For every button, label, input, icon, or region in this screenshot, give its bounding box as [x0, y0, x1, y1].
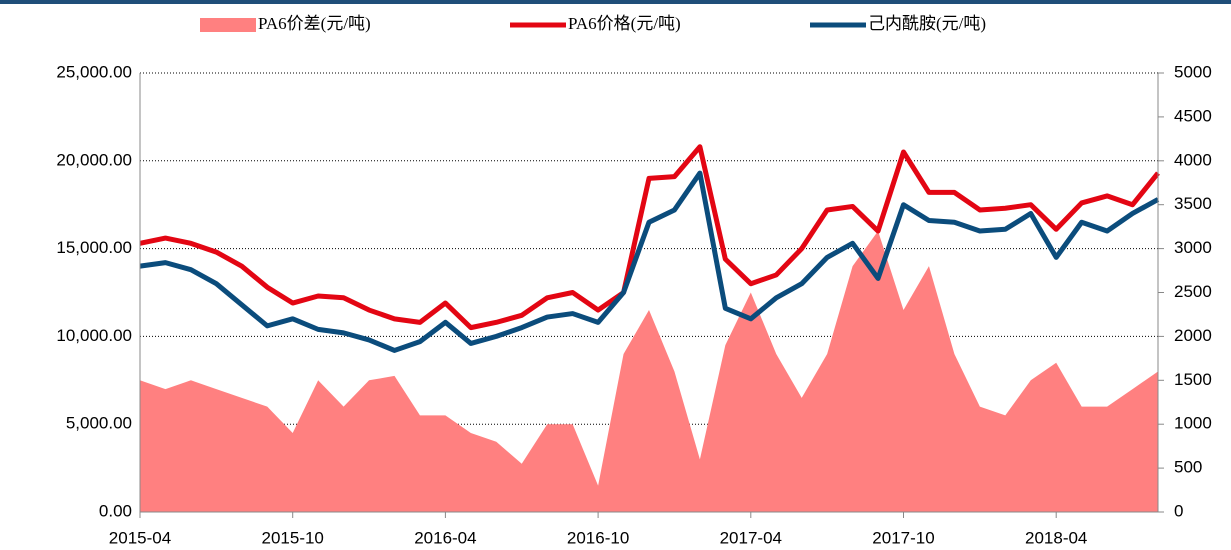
y-tick-label: 0.00 [99, 501, 132, 520]
y2-tick-label: 3000 [1174, 238, 1212, 257]
x-tick-label: 2017-04 [720, 528, 782, 547]
x-tick-label: 2017-10 [872, 528, 934, 547]
y2-tick-label: 500 [1174, 458, 1202, 477]
y2-tick-label: 5000 [1174, 62, 1212, 81]
x-tick-label: 2016-10 [567, 528, 629, 547]
y2-tick-label: 2000 [1174, 326, 1212, 345]
legend-swatch [200, 18, 256, 32]
y2-tick-label: 1000 [1174, 414, 1212, 433]
legend-label: PA6价格(元/吨) [568, 14, 681, 33]
y2-tick-label: 4000 [1174, 150, 1212, 169]
y-tick-label: 15,000.00 [56, 238, 132, 257]
legend-label: PA6价差(元/吨) [258, 14, 371, 33]
legend: PA6价差(元/吨) PA6价格(元/吨) 己内酰胺(元/吨) [200, 14, 986, 33]
x-tick-label: 2018-04 [1025, 528, 1087, 547]
y2-tick-label: 2500 [1174, 282, 1212, 301]
area [140, 231, 1158, 513]
y-tick-label: 5,000.00 [66, 414, 132, 433]
y2-tick-label: 1500 [1174, 370, 1212, 389]
line [139, 170, 1160, 353]
y-tick-label: 10,000.00 [56, 326, 132, 345]
y2-tick-label: 0 [1174, 501, 1183, 520]
x-tick-label: 2015-04 [109, 528, 171, 547]
y2-tick-label: 4500 [1174, 106, 1212, 125]
top-border [0, 0, 1231, 4]
x-tick-label: 2015-10 [262, 528, 324, 547]
x-tick-label: 2016-04 [414, 528, 476, 547]
legend-label: 己内酰胺(元/吨) [868, 14, 986, 33]
y-tick-label: 25,000.00 [56, 62, 132, 81]
line [139, 144, 1160, 331]
y2-tick-label: 3500 [1174, 194, 1212, 213]
y-tick-label: 20,000.00 [56, 150, 132, 169]
